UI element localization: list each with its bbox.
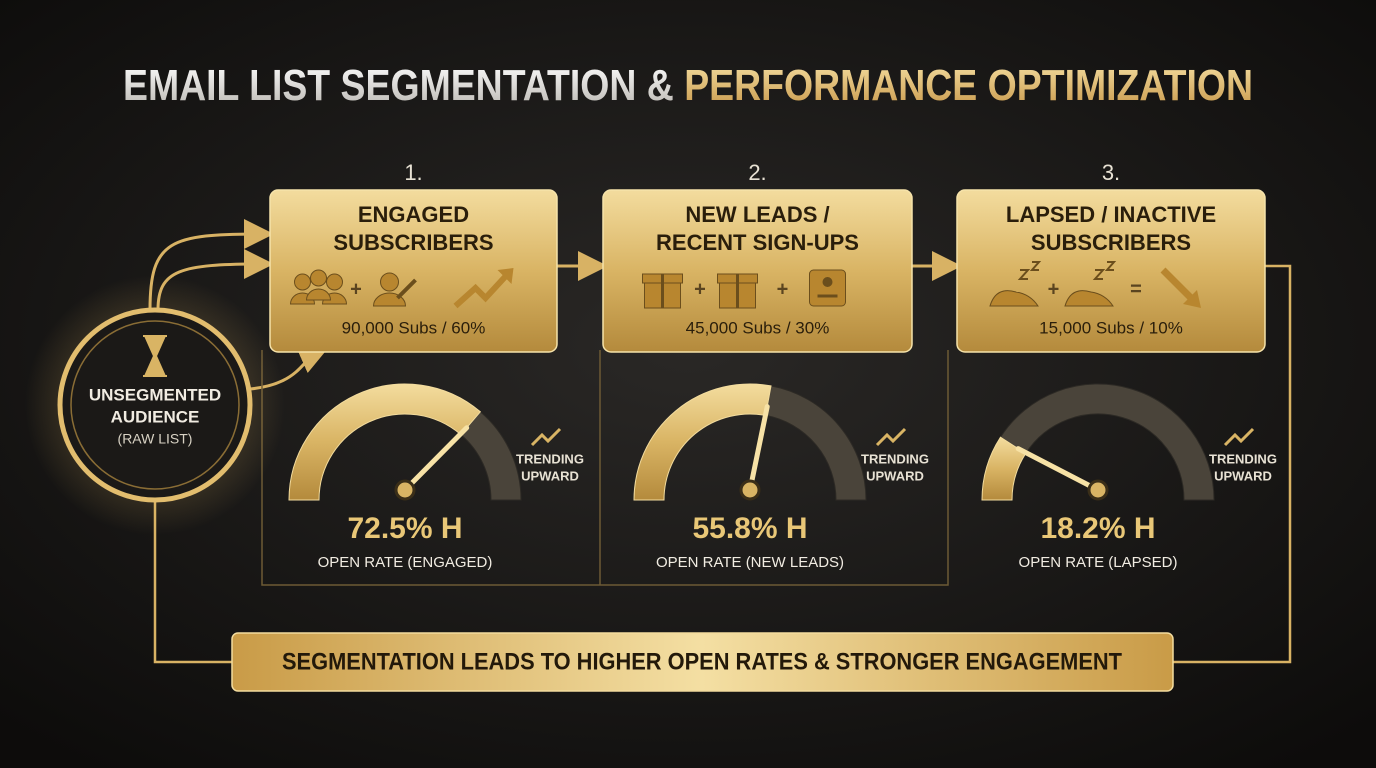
segment-label: NEW LEADS /: [685, 202, 829, 227]
icon-part: [326, 273, 343, 291]
icon-part: [310, 269, 327, 287]
operator: =: [1130, 278, 1142, 300]
segment-label: SUBSCRIBERS: [333, 230, 493, 255]
segment-stat: 45,000 Subs / 30%: [686, 318, 830, 337]
icon-part: [305, 288, 332, 301]
operator: +: [350, 278, 362, 300]
footer-banner: [231, 632, 1174, 692]
step-number: 1.: [404, 160, 422, 185]
icon-part: [1064, 290, 1114, 307]
icon-part: [380, 272, 399, 292]
icon-part: [396, 278, 417, 300]
gauge-hub: [1087, 479, 1109, 501]
icon-people: [289, 269, 348, 305]
title: EMAIL LIST SEGMENTATION & PERFORMANCE OP…: [123, 61, 1253, 110]
open-rate: 55.8% H: [692, 512, 807, 545]
icon-part: [822, 277, 833, 287]
icon-gift: [642, 273, 683, 309]
icon-part: [1017, 261, 1042, 280]
source-ring: [70, 320, 240, 490]
open-rate-label: OPEN RATE (ENGAGED): [318, 554, 493, 571]
segment-stat: 15,000 Subs / 10%: [1039, 318, 1183, 337]
trend-label: UPWARD: [521, 468, 579, 483]
source-note: (RAW LIST): [118, 431, 193, 447]
icon-badge: [809, 269, 846, 307]
icon-part: [1092, 261, 1117, 280]
icon-part: [294, 273, 311, 291]
hourglass-icon: [143, 335, 167, 377]
segment-label: SUBSCRIBERS: [1031, 230, 1191, 255]
footer-text: SEGMENTATION LEADS TO HIGHER OPEN RATES …: [282, 648, 1122, 675]
gauge-fill: [981, 436, 1027, 501]
icon-part: [1183, 290, 1201, 308]
trend-icon: [530, 427, 562, 447]
segment-label: LAPSED / INACTIVE: [1006, 202, 1216, 227]
gauge-fill: [288, 383, 482, 501]
open-rate-label: OPEN RATE (NEW LEADS): [656, 554, 844, 571]
source-circle: [57, 307, 253, 503]
source-label: AUDIENCE: [111, 407, 200, 426]
gauge-needle: [747, 404, 770, 493]
trend-icon: [875, 427, 907, 447]
segment-box: [269, 189, 558, 353]
trend-label: UPWARD: [1214, 468, 1272, 483]
trend-label: TRENDING: [1209, 451, 1277, 466]
open-rate: 72.5% H: [347, 512, 462, 545]
gauge-hub: [739, 479, 761, 501]
gauge-track: [765, 385, 867, 501]
title-lead: EMAIL LIST SEGMENTATION &: [123, 61, 684, 110]
source-label: UNSEGMENTED: [89, 385, 221, 404]
operator: +: [694, 278, 706, 300]
icon-part: [453, 269, 512, 309]
gauge-hub: [394, 479, 416, 501]
trend-icon: [1223, 427, 1255, 447]
icon-chart: [453, 268, 514, 309]
gauge-track: [460, 411, 522, 501]
icon-sleep: [989, 261, 1042, 307]
operator: +: [1048, 278, 1060, 300]
icon-part: [497, 268, 514, 284]
icon-part: [809, 269, 846, 307]
gauge-needle: [1015, 446, 1101, 493]
trend-label: TRENDING: [861, 451, 929, 466]
icon-part: [989, 290, 1039, 307]
operator: +: [777, 278, 789, 300]
trend-label: UPWARD: [866, 468, 924, 483]
icon-person: [372, 272, 417, 307]
segment-label: ENGAGED: [358, 202, 469, 227]
step-number: 3.: [1102, 160, 1120, 185]
step-number: 2.: [748, 160, 766, 185]
open-rate-label: OPEN RATE (LAPSED): [1019, 554, 1178, 571]
segment-label: RECENT SIGN-UPS: [656, 230, 859, 255]
icon-part: [1160, 267, 1196, 303]
gauge-needle: [402, 425, 470, 493]
icon-sleep: [1064, 261, 1117, 307]
segments: 1. ENGAGED SUBSCRIBERS +90,000 Subs / 60% 72…: [269, 160, 1277, 571]
title-accent: PERFORMANCE OPTIMIZATION: [684, 61, 1253, 110]
segment-stat: 90,000 Subs / 60%: [342, 318, 486, 337]
trend-label: TRENDING: [516, 451, 584, 466]
segment-box: [602, 189, 913, 353]
icon-gift: [717, 273, 758, 309]
open-rate: 18.2% H: [1040, 512, 1155, 545]
icon-down: [1160, 267, 1201, 308]
gauge-track: [999, 383, 1215, 501]
gauge-fill: [633, 383, 772, 501]
